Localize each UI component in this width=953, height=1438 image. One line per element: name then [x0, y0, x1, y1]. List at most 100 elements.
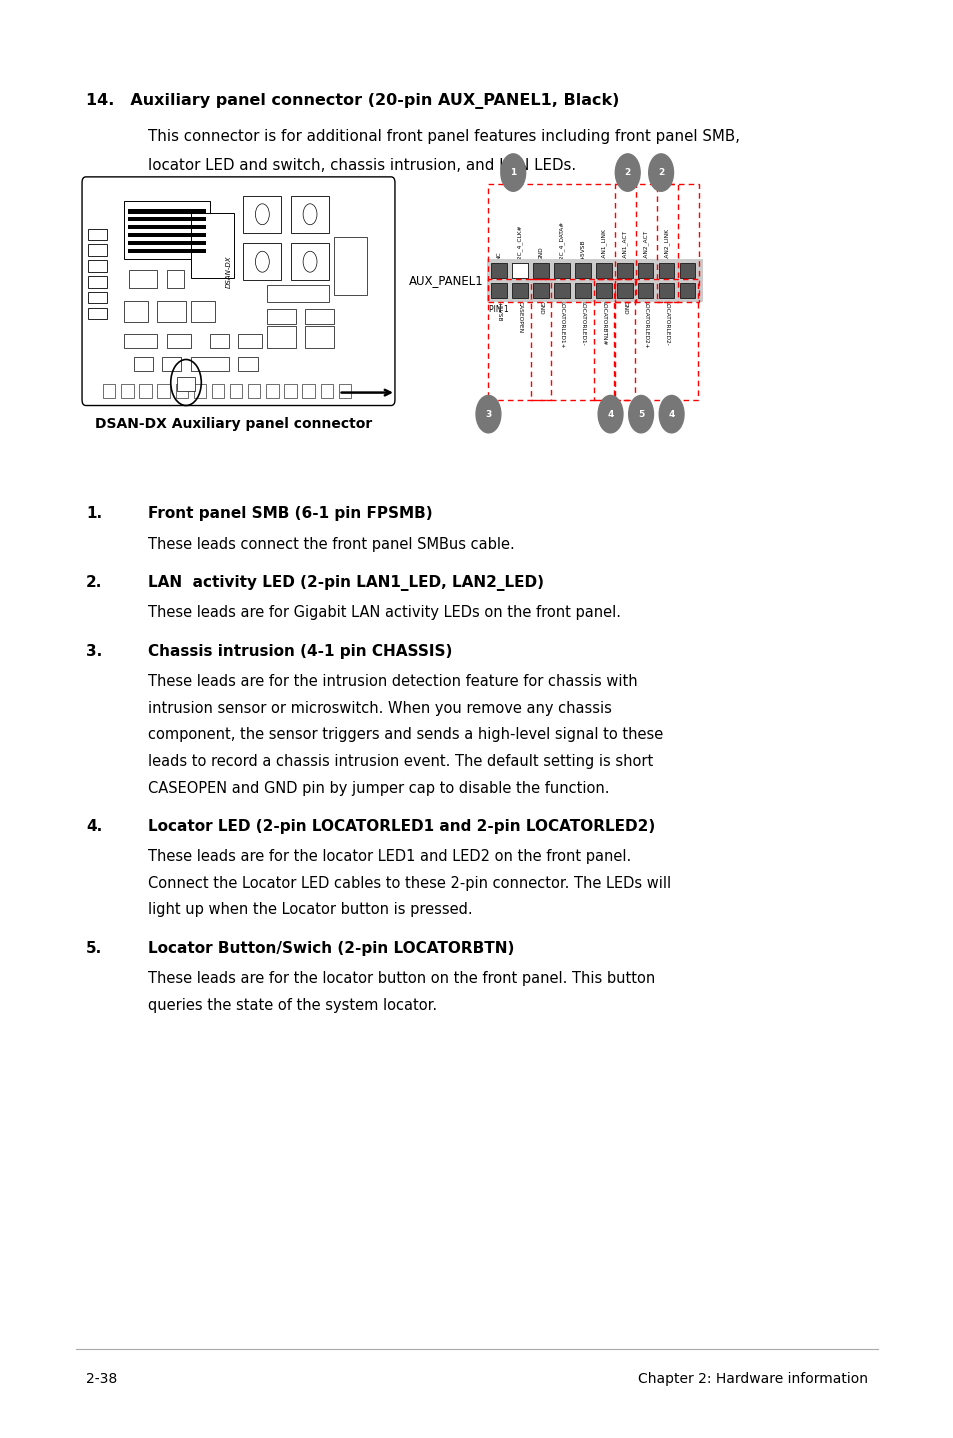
Bar — [88, 308, 107, 319]
Bar — [88, 244, 107, 256]
Text: AUX_PANEL1: AUX_PANEL1 — [409, 273, 483, 288]
Text: leads to record a chassis intrusion event. The default setting is short: leads to record a chassis intrusion even… — [148, 754, 653, 769]
Bar — [575, 263, 590, 278]
Text: 1.: 1. — [86, 506, 102, 521]
Circle shape — [615, 154, 639, 191]
Text: LAN1_LINK: LAN1_LINK — [600, 229, 606, 260]
Text: PIN 1: PIN 1 — [489, 305, 509, 313]
Bar — [679, 263, 695, 278]
Text: queries the state of the system locator.: queries the state of the system locator. — [148, 998, 436, 1012]
Text: 5.: 5. — [86, 940, 102, 956]
Text: 1: 1 — [510, 168, 516, 177]
Bar — [133, 357, 152, 371]
Bar — [596, 263, 611, 278]
Bar — [238, 357, 257, 371]
Bar — [128, 217, 206, 221]
Bar — [533, 263, 548, 278]
Text: intrusion sensor or microswitch. When you remove any chassis: intrusion sensor or microswitch. When yo… — [148, 700, 611, 716]
Circle shape — [628, 395, 653, 433]
Bar — [267, 285, 329, 302]
Bar — [596, 283, 611, 298]
Bar — [291, 243, 329, 280]
Bar — [124, 301, 148, 322]
Bar — [230, 384, 242, 398]
Circle shape — [598, 395, 622, 433]
Bar — [177, 377, 194, 391]
Circle shape — [659, 395, 683, 433]
Text: These leads are for the locator LED1 and LED2 on the front panel.: These leads are for the locator LED1 and… — [148, 850, 631, 864]
Text: LOCATORLED1+: LOCATORLED1+ — [558, 301, 564, 348]
Text: 4.: 4. — [86, 818, 102, 834]
Text: 2: 2 — [658, 168, 663, 177]
Circle shape — [648, 154, 673, 191]
Bar — [302, 384, 314, 398]
Bar — [88, 229, 107, 240]
Text: I2C_4_DATA#: I2C_4_DATA# — [558, 221, 564, 260]
Bar — [659, 283, 674, 298]
Bar — [193, 384, 206, 398]
Bar — [139, 384, 152, 398]
Bar — [210, 334, 229, 348]
Bar — [320, 384, 333, 398]
Text: +5VSB: +5VSB — [579, 240, 585, 260]
Bar — [121, 384, 133, 398]
Text: NC: NC — [496, 252, 501, 260]
Text: LOCATORLED2-: LOCATORLED2- — [663, 301, 669, 345]
Bar — [129, 270, 157, 288]
Text: These leads connect the front panel SMBus cable.: These leads connect the front panel SMBu… — [148, 536, 514, 552]
Text: Chassis intrusion (4-1 pin CHASSIS): Chassis intrusion (4-1 pin CHASSIS) — [148, 644, 452, 659]
Bar — [679, 283, 695, 298]
Bar — [243, 196, 281, 233]
Bar — [638, 263, 653, 278]
Bar — [88, 260, 107, 272]
Text: 2: 2 — [624, 168, 630, 177]
Bar — [157, 301, 186, 322]
Text: light up when the Locator button is pressed.: light up when the Locator button is pres… — [148, 903, 472, 917]
Bar — [124, 334, 157, 348]
Text: GND: GND — [537, 301, 543, 313]
Text: Locator Button/Swich (2-pin LOCATORBTN): Locator Button/Swich (2-pin LOCATORBTN) — [148, 940, 514, 956]
Text: These leads are for the locator button on the front panel. This button: These leads are for the locator button o… — [148, 971, 655, 986]
Bar — [615, 279, 698, 400]
Text: GND: GND — [621, 301, 627, 313]
Bar — [267, 309, 295, 324]
Bar — [617, 263, 632, 278]
Bar — [103, 384, 115, 398]
Text: I2C_4_CLK#: I2C_4_CLK# — [517, 224, 522, 260]
Bar — [88, 276, 107, 288]
Bar — [128, 226, 206, 230]
Text: LOCATORLED2+: LOCATORLED2+ — [642, 301, 648, 348]
Bar — [512, 283, 527, 298]
Text: LAN  activity LED (2-pin LAN1_LED, LAN2_LED): LAN activity LED (2-pin LAN1_LED, LAN2_L… — [148, 575, 543, 591]
Bar — [491, 283, 506, 298]
Bar — [512, 263, 527, 278]
Bar — [284, 384, 296, 398]
Bar — [243, 243, 281, 280]
Bar — [305, 309, 334, 324]
Text: 4: 4 — [668, 410, 674, 418]
Bar — [128, 249, 206, 253]
Text: locator LED and switch, chassis intrusion, and LAN LEDs.: locator LED and switch, chassis intrusio… — [148, 158, 576, 173]
Text: CASEOPEN and GND pin by jumper cap to disable the function.: CASEOPEN and GND pin by jumper cap to di… — [148, 781, 609, 795]
Text: 4: 4 — [607, 410, 613, 418]
Bar — [659, 263, 674, 278]
Bar — [512, 263, 527, 278]
Text: 3.: 3. — [86, 644, 102, 659]
Text: +5VSB: +5VSB — [496, 301, 501, 321]
Bar — [487, 259, 702, 302]
Circle shape — [500, 154, 525, 191]
Text: component, the sensor triggers and sends a high-level signal to these: component, the sensor triggers and sends… — [148, 728, 662, 742]
Bar — [175, 384, 188, 398]
Bar — [267, 326, 295, 348]
Circle shape — [476, 395, 500, 433]
Bar — [162, 357, 181, 371]
Text: LAN2_LINK: LAN2_LINK — [663, 229, 669, 260]
Bar — [191, 301, 214, 322]
Bar — [167, 334, 191, 348]
Text: 2-38: 2-38 — [86, 1372, 117, 1386]
Bar — [291, 196, 329, 233]
Bar — [554, 283, 569, 298]
Bar — [531, 279, 614, 400]
Text: DSAN-DX: DSAN-DX — [226, 255, 232, 288]
Bar — [266, 384, 278, 398]
